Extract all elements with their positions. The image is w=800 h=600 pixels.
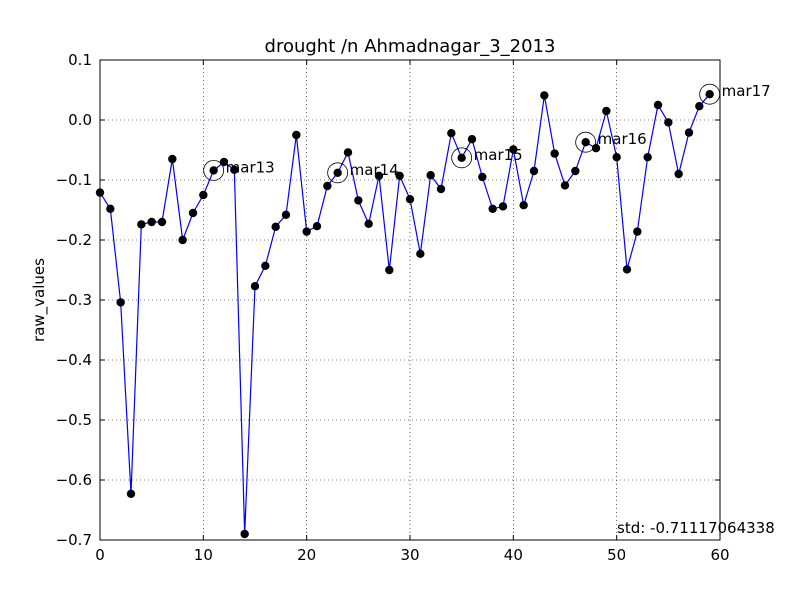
data-point	[478, 172, 487, 182]
annotation-label: mar14	[350, 161, 399, 179]
plot-frame	[99, 59, 721, 541]
data-point	[416, 249, 425, 258]
data-point	[395, 171, 404, 180]
data-point	[271, 222, 280, 231]
data-point	[147, 217, 156, 227]
data-point	[664, 118, 673, 127]
y-tick-label: −0.2	[56, 231, 92, 249]
data-point	[653, 100, 663, 110]
annotation-label: mar13	[226, 158, 275, 176]
data-point	[323, 181, 332, 191]
y-tick-label: −0.6	[56, 471, 92, 489]
data-point	[250, 282, 260, 291]
data-point	[168, 154, 177, 164]
annotations: mar13 mar14 mar15 mar16 mar17	[203, 82, 771, 184]
data-point	[157, 217, 167, 227]
y-tick-label: −0.7	[56, 531, 92, 549]
data-point	[230, 165, 239, 174]
x-tick-label: 40	[504, 546, 523, 564]
axis-ticks: 0 10 20 30 40 50 60 0.1 0.0 −0.1 −0.2 −0.3 −0.4 −0.5 −…	[56, 51, 730, 564]
annotation-ring	[451, 147, 473, 169]
data-point	[312, 222, 322, 231]
data-point	[261, 261, 270, 270]
data-point	[281, 210, 291, 219]
annotation-ring	[327, 162, 349, 184]
data-point	[498, 202, 508, 211]
y-tick-label: 0.0	[68, 111, 92, 129]
chart-title: drought /n Ahmadnagar_3_2013	[265, 36, 556, 57]
data-point	[343, 148, 353, 157]
data-point	[602, 106, 611, 116]
data-point	[106, 204, 115, 213]
data-point	[178, 235, 187, 245]
data-point	[643, 153, 652, 162]
data-point	[364, 219, 373, 228]
data-point	[333, 168, 342, 177]
y-tick-label: −0.5	[56, 411, 92, 429]
data-point	[581, 138, 590, 147]
x-tick-label: 10	[194, 546, 213, 564]
data-point	[612, 153, 621, 162]
data-point	[684, 128, 694, 137]
data-point	[529, 166, 539, 176]
y-tick-label: −0.1	[56, 171, 92, 189]
data-point	[633, 227, 642, 236]
data-point	[374, 171, 384, 180]
y-tick-label: −0.4	[56, 351, 92, 369]
y-tick-label: 0.1	[68, 51, 92, 69]
x-tick-label: 60	[710, 546, 729, 564]
x-tick-label: 50	[607, 546, 626, 564]
y-axis-label: raw_values	[30, 258, 49, 342]
data-point	[426, 171, 435, 180]
x-tick-label: 20	[297, 546, 316, 564]
data-point	[674, 169, 683, 179]
std-annotation: std: -0.71117064338	[617, 519, 775, 537]
data-point	[137, 220, 146, 229]
annotation-ring	[575, 131, 597, 153]
data-series	[95, 90, 714, 539]
data-point	[188, 208, 198, 218]
data-point	[550, 149, 559, 158]
data-point	[519, 201, 528, 210]
data-point	[209, 166, 218, 175]
data-point	[126, 489, 136, 498]
y-tick-label: −0.3	[56, 291, 92, 309]
annotation-label: mar15	[474, 146, 523, 164]
data-point	[622, 265, 632, 274]
data-point	[116, 298, 125, 307]
annotation-ring	[203, 159, 225, 181]
x-tick-label: 30	[400, 546, 419, 564]
data-point	[705, 90, 714, 99]
data-point	[695, 102, 704, 111]
data-point	[405, 195, 415, 204]
data-point	[509, 145, 518, 154]
data-point	[571, 166, 580, 176]
data-point	[447, 129, 456, 138]
data-point	[560, 181, 570, 190]
data-point	[540, 91, 549, 100]
annotation-label: mar17	[722, 82, 771, 100]
x-tick-label: 0	[95, 546, 105, 564]
data-point	[240, 529, 249, 539]
data-point	[385, 265, 394, 275]
data-point	[354, 196, 363, 205]
data-point	[436, 184, 446, 194]
data-point	[199, 190, 208, 200]
data-point	[591, 144, 601, 153]
data-point	[302, 227, 311, 236]
data-point	[292, 130, 301, 140]
data-point	[457, 153, 466, 162]
data-point	[467, 135, 477, 144]
annotation-label: mar16	[598, 130, 647, 148]
data-point	[488, 204, 497, 213]
